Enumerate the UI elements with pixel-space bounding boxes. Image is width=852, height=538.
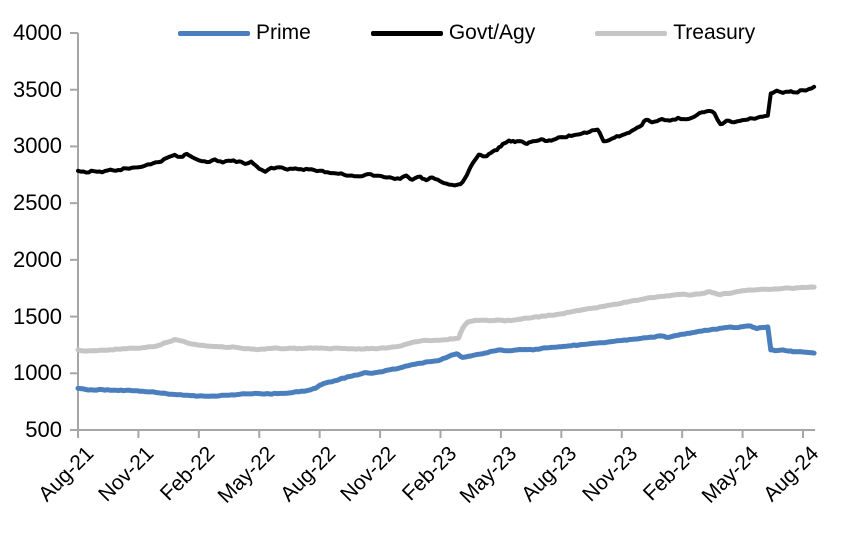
y-axis-label: 3000: [13, 133, 62, 159]
legend-label-prime: Prime: [256, 21, 311, 44]
treasury-line-swatch: [595, 30, 668, 36]
legend-label-govt-agy: Govt/Agy: [448, 21, 536, 44]
y-axis-label: 1500: [13, 303, 62, 329]
y-axis-label: 3500: [13, 76, 62, 102]
legend-label-treasury: Treasury: [673, 21, 756, 44]
y-axis-label: 2500: [13, 190, 62, 216]
legend-item-treasury: Treasury: [595, 22, 755, 44]
prime-line-swatch: [178, 30, 250, 36]
govt-agy-line-swatch: [370, 30, 443, 36]
legend-item-prime: Prime: [178, 22, 311, 44]
y-axis-label: 4000: [13, 20, 62, 45]
y-axis-label: 2000: [13, 246, 62, 272]
legend-item-govt-agy: Govt/Agy: [370, 21, 536, 44]
chart-legend: Prime Govt/Agy Treasury: [178, 22, 755, 44]
y-axis-label: 1000: [13, 360, 62, 386]
y-axis-label: 500: [25, 417, 62, 442]
